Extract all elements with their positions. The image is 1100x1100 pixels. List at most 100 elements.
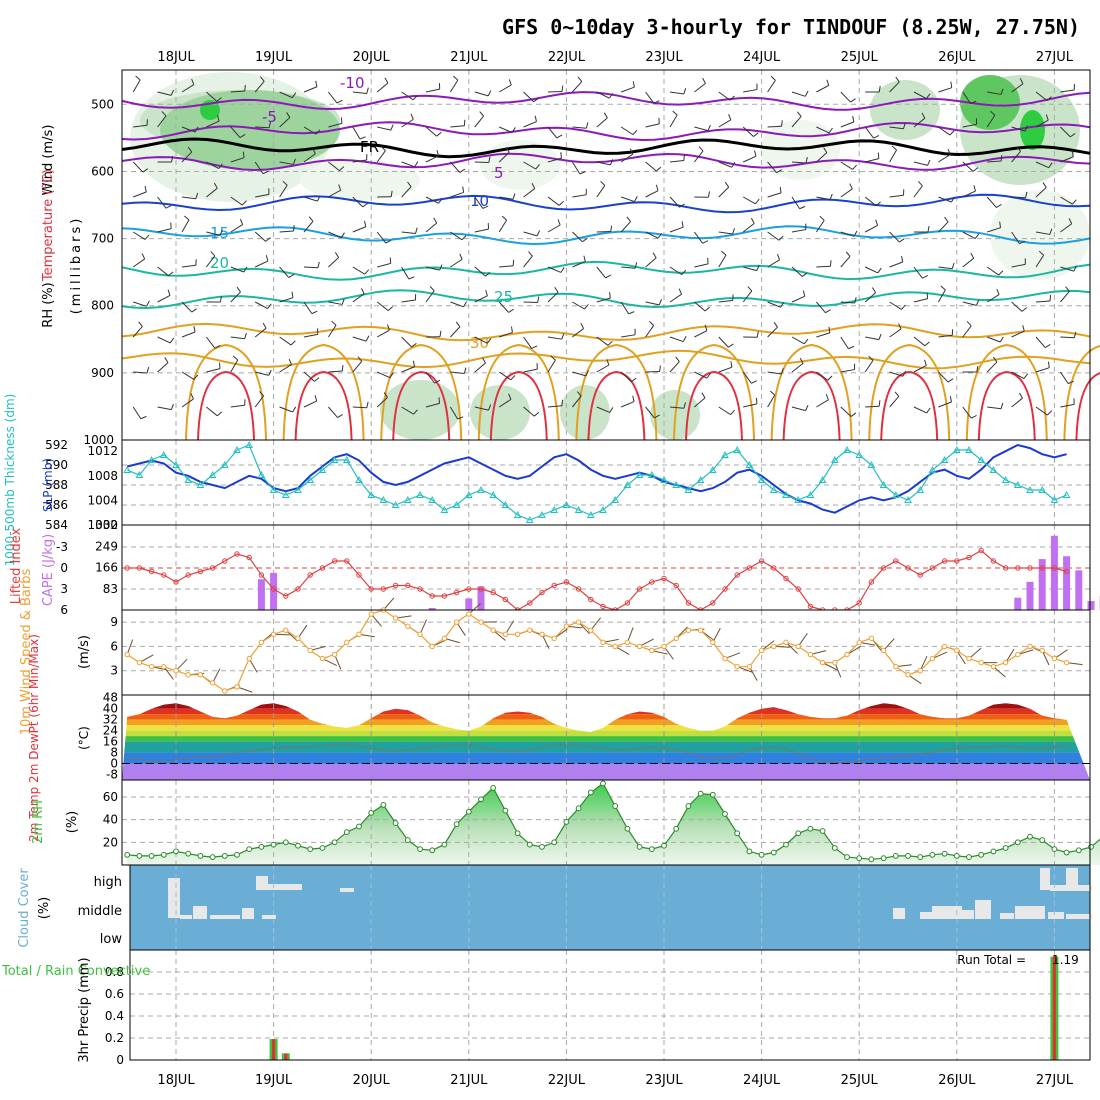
isotherm-label: 10 (470, 192, 489, 210)
wind-barb (718, 366, 733, 373)
wind-barb (669, 114, 678, 128)
wind-barb-flag (459, 168, 466, 173)
wind-barb-flag (138, 321, 143, 327)
thickness-point (818, 475, 827, 483)
wind-speed-point (1015, 651, 1021, 658)
thickness-point (769, 485, 778, 493)
lifted-index-point (209, 565, 216, 571)
lifted-index-point (734, 572, 740, 578)
wind-barb-flag (770, 75, 776, 81)
rh-point (673, 825, 680, 832)
wind-barb-flag (170, 89, 175, 96)
wind-barb-flag (799, 205, 806, 210)
rh-point (819, 828, 826, 834)
wind-barb (572, 126, 587, 129)
date-label-top: 20JUL (353, 50, 391, 65)
wind-barb-flag (970, 414, 977, 419)
wind-barb-flag (1073, 265, 1077, 272)
rh-shading (990, 190, 1090, 280)
wind-barb (889, 301, 902, 310)
lifted-index-point (441, 593, 448, 599)
wind-speed-point (917, 668, 923, 674)
wind-barb (669, 266, 683, 276)
tick-label: 590 (45, 458, 68, 472)
wind-barb (767, 326, 778, 338)
wind-barb (1035, 300, 1051, 303)
wind-barb (254, 80, 265, 93)
wind-barb-flag (340, 117, 343, 124)
thickness-point (574, 505, 583, 513)
rh-point (880, 855, 887, 862)
thickness-point (208, 470, 217, 478)
wind-barb-flag (584, 304, 589, 310)
isotherm-line (121, 349, 1091, 370)
wind-barb-flag (365, 335, 370, 342)
wind-barb-flag (678, 288, 683, 295)
wind-barb (938, 87, 952, 93)
wind-barb (303, 126, 317, 135)
lifted-index-point (551, 582, 557, 589)
wind-barb-flag (293, 225, 295, 232)
wind-barb (889, 371, 904, 377)
wind-barb (303, 400, 317, 408)
wind-barb-flag (682, 336, 687, 342)
wind-barb (571, 161, 581, 175)
wind-barb-flag (756, 331, 759, 338)
wind-barb-flag (462, 186, 465, 193)
wind-barb-flag (894, 391, 900, 397)
wind-barb-flag (707, 191, 711, 198)
rh-point (453, 821, 460, 828)
wind-barb-flag (854, 297, 857, 304)
wind-barb (865, 158, 879, 163)
thickness-point (501, 500, 510, 508)
wind-barb (791, 229, 806, 233)
wind-barb (962, 257, 974, 268)
wind-barb-flag (655, 184, 659, 191)
wind-barb (645, 325, 655, 338)
temp-band (122, 752, 1090, 764)
wind-barb (645, 190, 659, 198)
wind-barb-flag (244, 85, 246, 92)
wind-barb (1011, 371, 1025, 380)
wind-barb-flag (1021, 307, 1028, 312)
wind-barb-flag (825, 309, 831, 314)
wind-barb (401, 266, 410, 280)
wind-barb (157, 266, 169, 277)
wind-barb (1011, 301, 1023, 312)
rh-point (978, 851, 985, 858)
wind-barb-flag (557, 219, 561, 226)
wind-barb (157, 294, 171, 303)
wind-barb-flag (361, 288, 365, 294)
wind-barb (816, 399, 829, 408)
wind-barb (620, 301, 630, 315)
wind-barb-flag (218, 163, 223, 169)
wind-barb-flag (1071, 150, 1074, 157)
thickness-point (391, 500, 400, 508)
wind-barb (840, 256, 851, 268)
wind-barb (938, 266, 953, 270)
date-label-top: 24JUL (743, 50, 781, 65)
wind-barb (303, 266, 319, 269)
rh-point (563, 819, 570, 825)
wind-barb (547, 224, 561, 233)
wind-barb-flag (232, 355, 239, 361)
wind-barb (206, 161, 219, 170)
wind-barb (962, 161, 974, 172)
wind-barb-flag (534, 115, 537, 122)
wind-barb-flag (778, 235, 784, 241)
wind-barb (425, 196, 439, 204)
lifted-index-point (344, 558, 350, 564)
wind-barb (450, 326, 461, 338)
wind-barb-flag (683, 88, 687, 95)
wind-barb (255, 193, 270, 198)
wind-barb-flag (829, 260, 832, 267)
wind-barb (230, 291, 241, 303)
wind-barb (572, 81, 583, 93)
rh-shading (870, 80, 940, 140)
wind-barb-flag (144, 234, 150, 240)
wind-barb (767, 259, 780, 268)
wind-barb (938, 371, 949, 383)
wind-barb-flag (236, 286, 241, 293)
thickness-point (611, 495, 620, 503)
wind-barb (816, 265, 831, 268)
